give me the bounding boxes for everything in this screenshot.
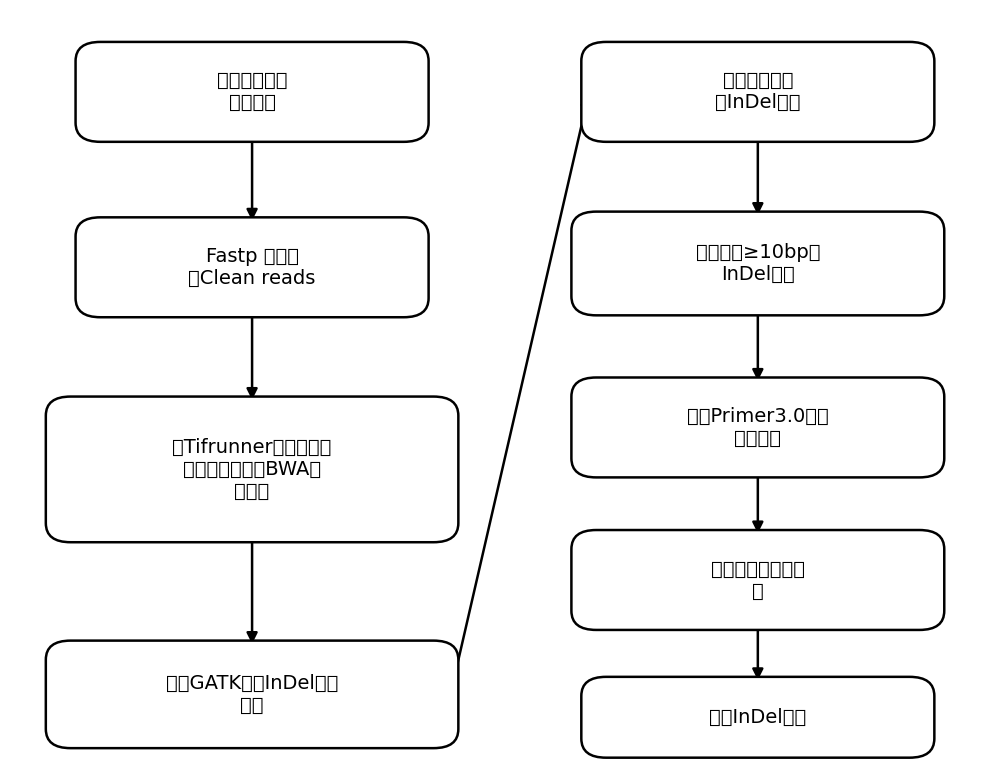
FancyBboxPatch shape xyxy=(76,217,429,317)
Text: 过滤获得高质
量InDel位点: 过滤获得高质 量InDel位点 xyxy=(715,72,801,113)
Text: Fastp 质控获
得Clean reads: Fastp 质控获 得Clean reads xyxy=(188,247,316,288)
FancyBboxPatch shape xyxy=(581,42,934,142)
FancyBboxPatch shape xyxy=(46,641,458,748)
FancyBboxPatch shape xyxy=(581,677,934,758)
Text: 筛选差异≥10bp的
InDel位点: 筛选差异≥10bp的 InDel位点 xyxy=(696,243,820,284)
Text: 以Tifrunner基因组为参
考基因组，使用BWA进
行比对: 以Tifrunner基因组为参 考基因组，使用BWA进 行比对 xyxy=(172,438,332,501)
Text: 花生InDel标记: 花生InDel标记 xyxy=(709,708,806,727)
Text: 引物合成和标记验
证: 引物合成和标记验 证 xyxy=(711,560,805,601)
Text: 狮头企基因组
测序数据: 狮头企基因组 测序数据 xyxy=(217,72,287,113)
Text: 使用GATK进行InDel变异
检测: 使用GATK进行InDel变异 检测 xyxy=(166,674,338,715)
FancyBboxPatch shape xyxy=(571,211,944,315)
FancyBboxPatch shape xyxy=(571,378,944,477)
FancyBboxPatch shape xyxy=(76,42,429,142)
FancyBboxPatch shape xyxy=(571,530,944,630)
FancyBboxPatch shape xyxy=(46,396,458,542)
Text: 使用Primer3.0进行
引物设计: 使用Primer3.0进行 引物设计 xyxy=(687,407,829,448)
